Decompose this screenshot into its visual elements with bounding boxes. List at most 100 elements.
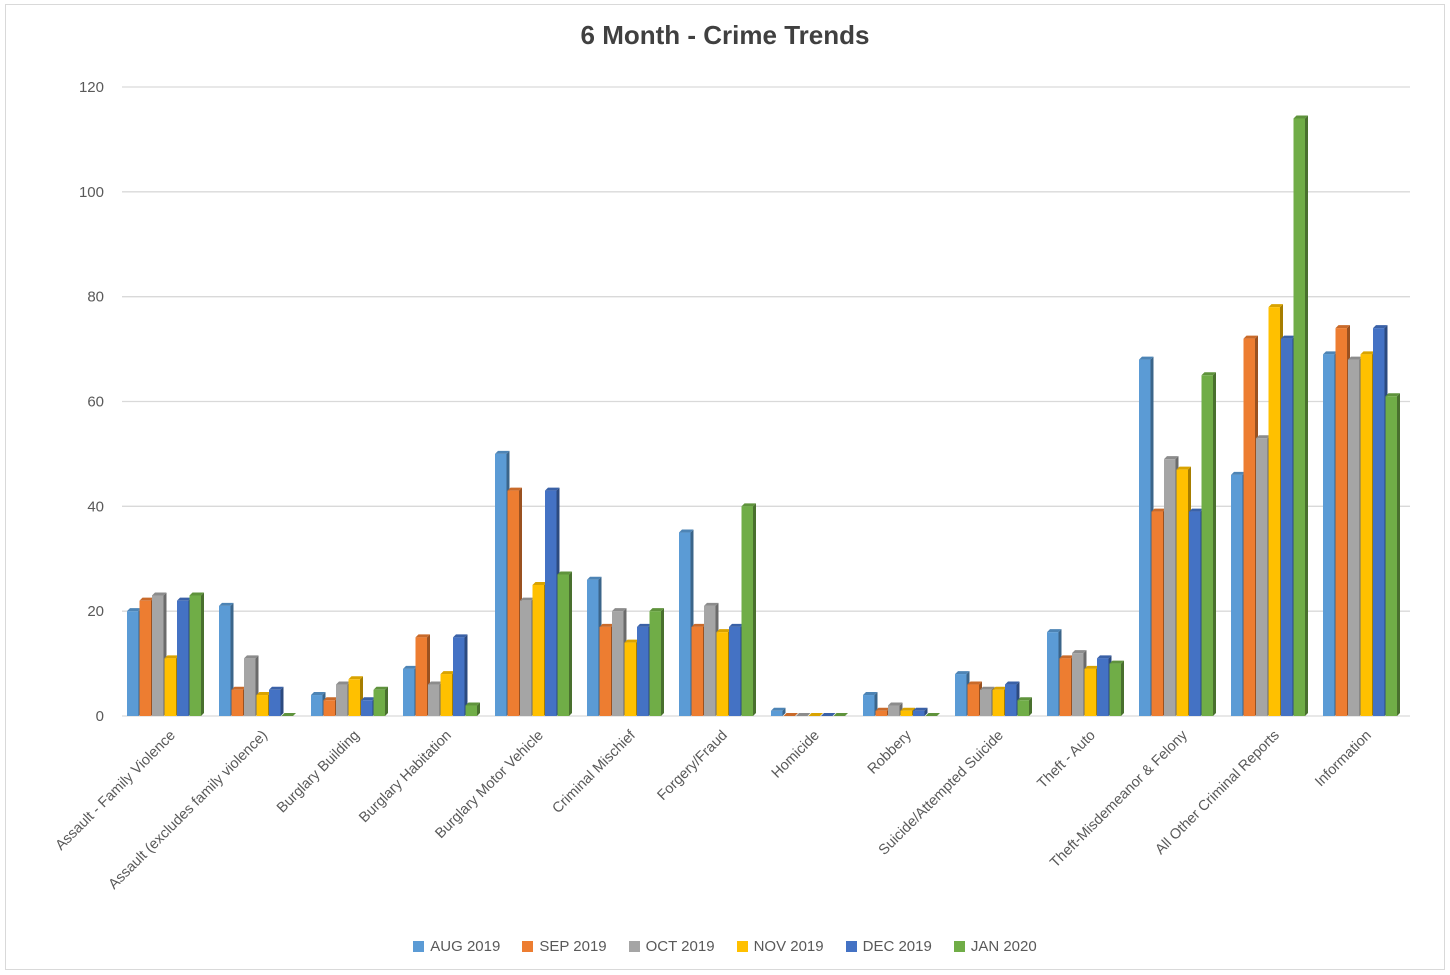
x-category-label: Burglary Motor Vehicle [432, 728, 546, 842]
bar-jan-2020 [649, 611, 661, 716]
bar-jan-2020 [465, 705, 477, 716]
legend-label: AUG 2019 [430, 938, 501, 955]
bar-top [1281, 335, 1296, 339]
bar-jan-2020 [1385, 396, 1397, 716]
bar-sep-2019 [599, 626, 611, 716]
bar-oct-2019 [1256, 438, 1268, 716]
bar-sep-2019 [1151, 511, 1163, 716]
x-category-label: Assault (excludes family violence) [106, 728, 271, 893]
bar-dec-2019 [177, 600, 189, 716]
bar-sep-2019 [415, 637, 427, 716]
legend-item: SEP 2019 [522, 938, 607, 955]
bar-dec-2019 [269, 689, 281, 716]
bar-aug-2019 [679, 532, 691, 716]
bar-top [1059, 655, 1074, 659]
bar-side [1121, 660, 1124, 716]
bar-top [507, 487, 522, 491]
legend-item: OCT 2019 [628, 938, 715, 955]
bar-oct-2019 [428, 684, 440, 716]
legend-swatch [413, 941, 425, 952]
bar-top [1323, 351, 1338, 355]
bar-oct-2019 [520, 600, 532, 716]
bar-jan-2020 [1109, 663, 1121, 716]
bar-top [1189, 508, 1204, 512]
bar-top [716, 629, 731, 633]
bar-side [385, 686, 388, 716]
bar-oct-2019 [1348, 359, 1360, 716]
bar-nov-2019 [440, 674, 452, 716]
bar-dec-2019 [1281, 338, 1293, 716]
bar-dec-2019 [453, 637, 465, 716]
x-category-label: Burglary Habitation [356, 728, 455, 827]
bar-dec-2019 [361, 700, 373, 716]
bar-sep-2019 [231, 689, 243, 716]
bar-side [924, 707, 928, 716]
bar-top [1243, 335, 1258, 339]
bar-aug-2019 [1047, 632, 1059, 716]
bar-sep-2019 [507, 490, 519, 716]
bar-nov-2019 [716, 632, 728, 716]
bar-top [311, 692, 326, 696]
y-tick-label: 0 [96, 708, 104, 725]
bar-top [888, 702, 903, 706]
bar-aug-2019 [311, 695, 323, 716]
bar-jan-2020 [189, 595, 201, 716]
bar-top [453, 634, 468, 638]
bar-nov-2019 [532, 584, 544, 716]
legend-swatch [736, 941, 748, 952]
bar-aug-2019 [495, 453, 507, 716]
bar-side [1397, 393, 1400, 716]
bar-side [661, 608, 664, 716]
x-category-label: Homicide [769, 728, 823, 782]
bar-side [569, 571, 572, 716]
bar-top [637, 623, 652, 627]
legend-label: DEC 2019 [862, 938, 932, 955]
bar-top [532, 581, 547, 585]
bar-jan-2020 [557, 574, 569, 716]
bar-dec-2019 [1097, 658, 1109, 716]
bar-side [230, 602, 234, 716]
bar-side [1213, 372, 1216, 716]
bar-aug-2019 [219, 605, 231, 716]
bar-top [741, 503, 756, 507]
bar-top [465, 702, 480, 706]
bar-top [599, 623, 614, 627]
bar-aug-2019 [863, 695, 875, 716]
bar-dec-2019 [913, 710, 925, 716]
bar-oct-2019 [1164, 459, 1176, 716]
legend-swatch [845, 941, 857, 952]
bar-sep-2019 [1059, 658, 1071, 716]
bar-top [955, 671, 970, 675]
bar-aug-2019 [127, 611, 139, 716]
bar-oct-2019 [1072, 653, 1084, 716]
legend-item: AUG 2019 [413, 938, 500, 955]
bar-nov-2019 [992, 689, 1004, 716]
legend-swatch [628, 941, 640, 952]
bar-top [164, 655, 179, 659]
bar-top [612, 608, 627, 612]
bar-jan-2020 [373, 689, 385, 716]
bar-nov-2019 [348, 679, 360, 716]
bar-top [428, 681, 443, 685]
x-category-label: Theft - Auto [1035, 728, 1099, 792]
bar-top [821, 713, 836, 716]
bar-top [177, 597, 192, 601]
x-category-label: Forgery/Fraud [655, 728, 731, 804]
bar-jan-2020 [1201, 375, 1213, 716]
bar-nov-2019 [624, 642, 636, 716]
x-category-label: Robbery [865, 727, 916, 778]
bar-top [691, 623, 706, 627]
chart-legend: AUG 2019 SEP 2019 OCT 2019 NOV 2019 DEC 2019… [0, 938, 1450, 955]
bar-sep-2019 [1335, 328, 1347, 716]
bar-top [1268, 304, 1283, 308]
bar-top [679, 529, 694, 533]
bar-top [545, 487, 560, 491]
bar-top [152, 592, 167, 596]
bar-top [1360, 351, 1375, 355]
bar-top [925, 713, 940, 716]
bar-side [1029, 697, 1032, 716]
bar-top [1097, 655, 1112, 659]
bar-top [1385, 393, 1400, 397]
bar-side [464, 634, 468, 716]
